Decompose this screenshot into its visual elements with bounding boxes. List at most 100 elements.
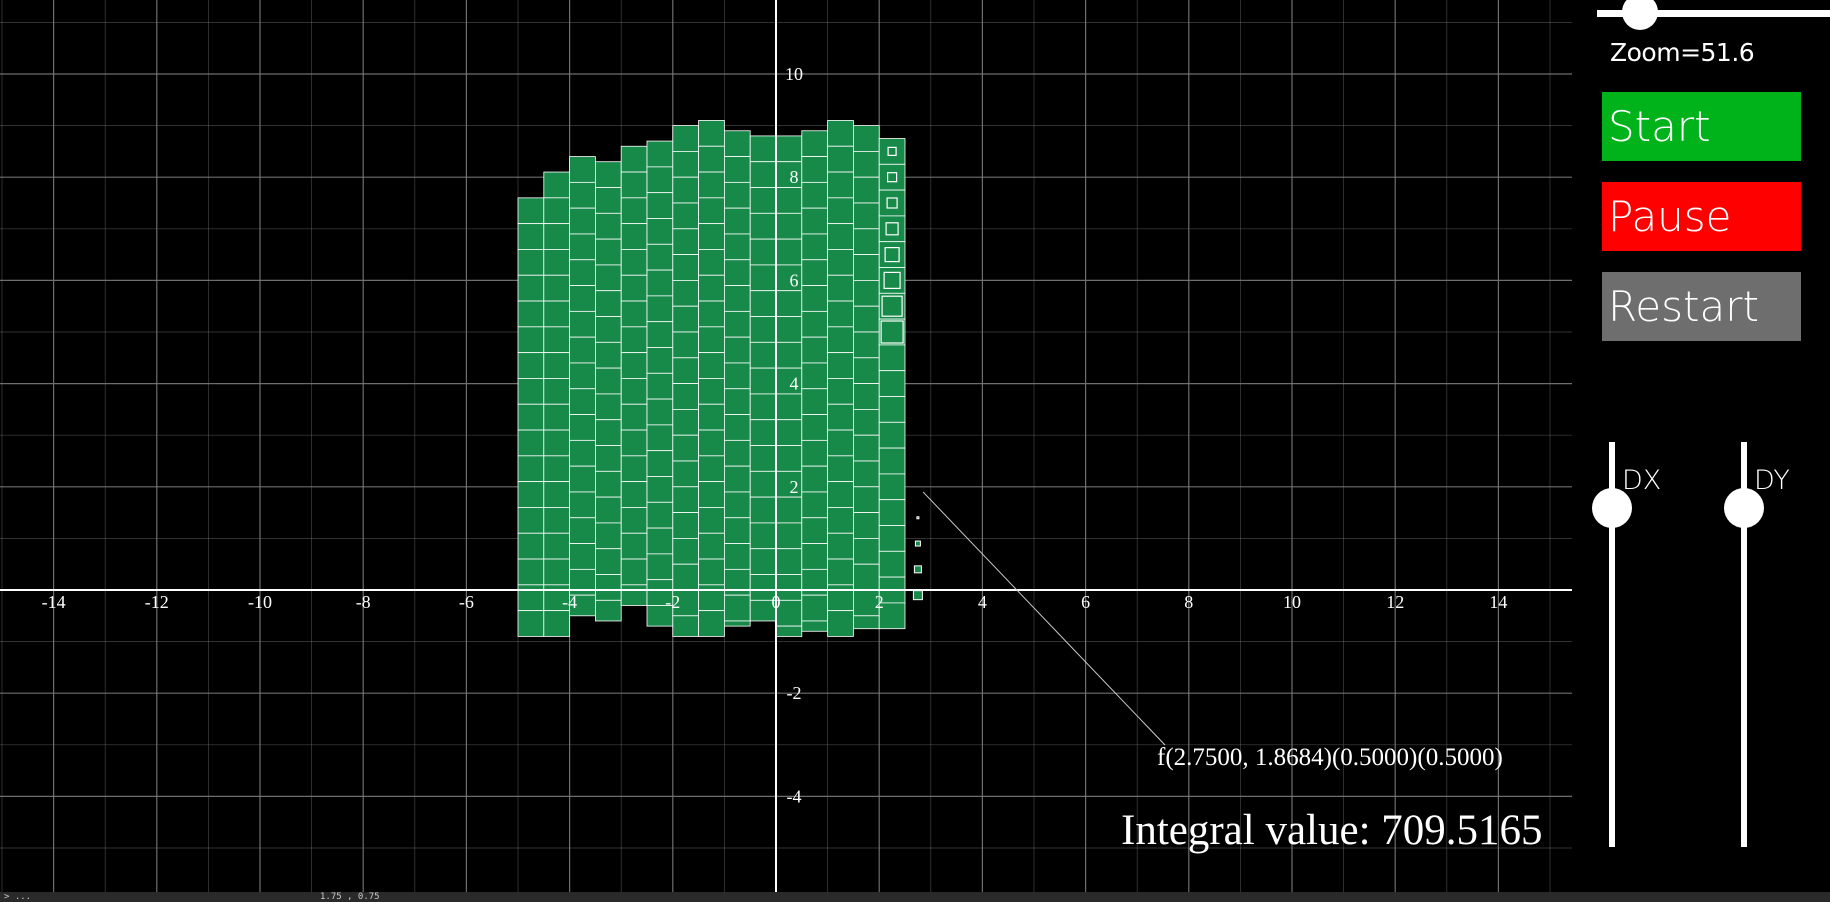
integral-cell [724,594,751,622]
integral-cell [827,455,854,483]
integral-cell [749,161,777,188]
integral-cell [517,326,545,354]
integral-cell [517,610,545,637]
integral-cell [672,202,699,230]
integral-cell [749,212,777,240]
dx-slider-handle[interactable] [1592,488,1632,528]
integral-cell [801,259,828,286]
graph-canvas[interactable]: -14 -12 -10 -8 -6 -4 -2 0 2 4 6 8 10 12 14 -4 -2 2 4 6 8 10 [0,0,1572,892]
integral-cell [672,125,699,152]
y-tick-label: 2 [790,477,799,497]
y-tick-label: -2 [787,683,802,703]
integral-cell [749,419,777,446]
integral-cell [801,491,828,519]
integral-cell [878,550,906,578]
integral-cell [801,233,828,261]
x-tick-label: 14 [1489,592,1507,612]
integral-cell [698,352,725,379]
integral-cell [749,187,777,214]
integral-cell [672,357,699,384]
integral-cell [620,197,648,225]
restart-button[interactable]: Restart [1602,272,1801,341]
y-tick-label: -4 [787,786,802,806]
integral-cell [801,568,828,596]
zoom-slider-track[interactable] [1597,10,1830,17]
integral-cell [620,223,648,250]
pause-button[interactable]: Pause [1602,182,1801,251]
integral-cell [595,393,622,421]
integral-cell [749,393,777,421]
integral-cell [595,548,622,575]
integral-cell [749,238,777,266]
integral-cell [775,290,803,317]
integral-cell [801,285,828,312]
integral-cell [827,352,854,379]
integral-cell [672,228,699,256]
x-tick-label: 12 [1386,592,1404,612]
integral-cell [517,455,545,483]
integral-cell [827,403,854,431]
integral-cell [517,223,545,250]
integral-cell [878,602,906,630]
integral-cell [698,610,725,637]
status-left: > ... [4,892,32,902]
integral-cell [543,610,570,637]
integral-cell [620,481,648,508]
dy-slider-handle[interactable] [1724,488,1764,528]
integral-cell [775,212,803,240]
integral-cell [543,558,570,586]
integral-cell [620,455,648,483]
integral-cell [775,135,803,163]
integral-cell [543,481,570,508]
integral-cell [569,181,596,209]
integral-cell [775,161,803,188]
integral-cell [620,378,648,405]
status-bar: > ... 1.75 , 0.75 [0,892,1830,902]
pointer-line [922,491,1166,746]
integral-cell [853,563,880,591]
integral-cell [646,553,674,581]
integral-cell [724,439,751,467]
y-tick-label: 8 [790,167,799,187]
integral-cell [749,264,777,292]
y-tick-label: 10 [785,64,803,84]
integral-cell [853,486,880,513]
dx-slider-track[interactable] [1609,442,1615,847]
integral-cell [595,419,622,446]
graph-svg: -14 -12 -10 -8 -6 -4 -2 0 2 4 6 8 10 12 14 -4 -2 2 4 6 8 10 [0,0,1572,892]
zoom-slider-handle[interactable] [1622,0,1658,30]
integral-cell [595,290,622,317]
integral-cell [853,408,880,436]
integral-cell [853,279,880,307]
integral-cell [878,421,906,449]
integral-cell [698,429,725,457]
integral-cell [569,517,596,544]
integral-cell [801,362,828,390]
integral-cell [620,429,648,457]
integral-cell [853,383,880,410]
integral-cell [827,171,854,199]
integral-cell [698,326,725,354]
integral-cell [569,388,596,415]
integral-cell [724,233,751,261]
integral-cell [620,403,648,431]
dy-slider-track[interactable] [1741,442,1747,847]
start-button[interactable]: Start [1602,92,1801,161]
integral-cell [569,310,596,338]
integral-cell [724,491,751,519]
integral-cell [672,254,699,281]
integral-cell [724,543,751,570]
integral-cell [543,171,570,199]
integral-cell [517,481,545,508]
integral-cell [517,274,545,302]
zoom-label: Zoom=51.6 [1610,38,1755,67]
integral-cell [543,507,570,534]
integral-cell [724,181,751,209]
integral-cell [698,249,725,276]
integral-cell [698,223,725,250]
integral-cell [749,574,777,601]
integral-cell [775,419,803,446]
integral-cell [749,367,777,395]
integral-cell [827,300,854,328]
integral-cell [698,455,725,483]
